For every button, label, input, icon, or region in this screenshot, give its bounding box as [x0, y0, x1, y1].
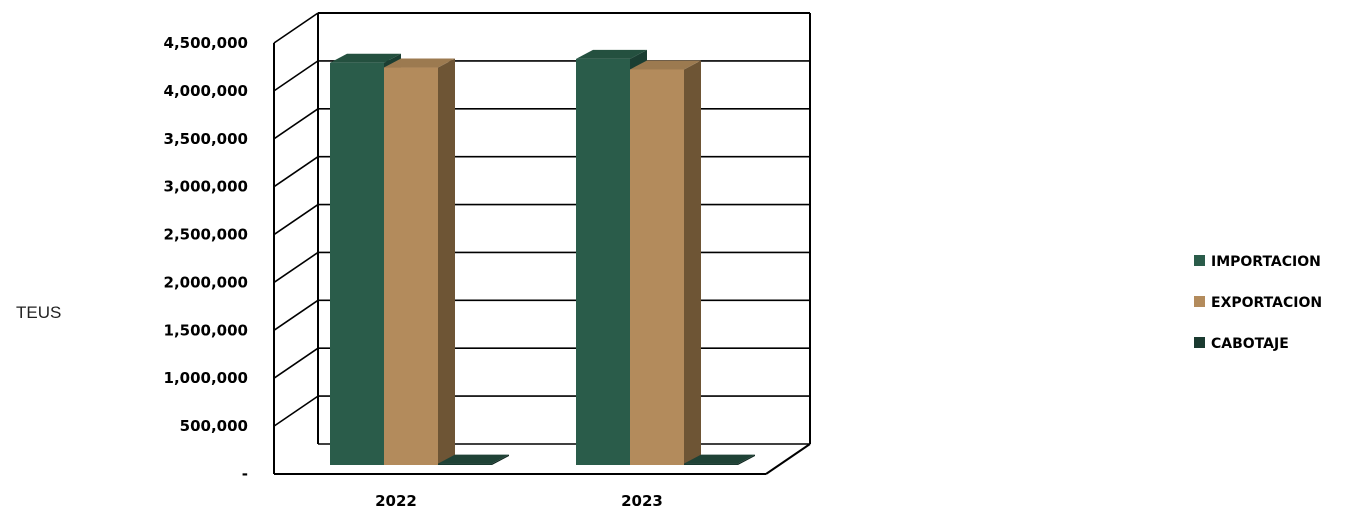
gridline-side — [273, 12, 319, 44]
y-tick-label: 4,500,000 — [164, 34, 248, 52]
legend-label: CABOTAJE — [1211, 336, 1289, 352]
bar-top — [330, 53, 401, 63]
bar-front — [330, 62, 384, 465]
y-axis-ticks: - 500,000 1,000,000 1,500,000 2,000,000 2,500… — [164, 34, 248, 483]
legend: IMPORTACION EXPORTACION CABOTAJE — [1194, 254, 1322, 352]
bar-top — [630, 60, 701, 70]
bar-cabotaje-2023 — [684, 454, 755, 465]
x-category-label: 2023 — [621, 492, 663, 510]
y-tick-label: 3,500,000 — [164, 130, 248, 148]
legend-swatch — [1194, 337, 1205, 348]
y-tick-label: - — [242, 465, 248, 483]
bar-exportacion-2022 — [384, 58, 455, 466]
y-tick-label: 2,000,000 — [164, 273, 248, 291]
legend-label: IMPORTACION — [1211, 254, 1321, 270]
floor-right-edge — [765, 443, 811, 475]
bar-front — [630, 69, 684, 465]
bar-exportacion-2023 — [630, 60, 701, 466]
gridline-side — [273, 395, 319, 427]
bar-top — [576, 49, 647, 59]
x-axis-categories: 2022 2023 — [375, 492, 663, 510]
bar-side — [684, 60, 701, 466]
bar-top — [384, 58, 455, 68]
y-axis-title: TEUS — [16, 303, 61, 322]
y-tick-label: 3,000,000 — [164, 178, 248, 196]
legend-item: EXPORTACION — [1194, 295, 1322, 311]
bar-side — [438, 58, 455, 466]
bar-front — [438, 463, 492, 465]
legend-swatch — [1194, 255, 1205, 266]
bar-side — [738, 454, 755, 465]
legend-item: IMPORTACION — [1194, 254, 1321, 270]
gridline-side — [273, 251, 319, 284]
bar-side — [492, 454, 509, 465]
y-tick-label: 500,000 — [180, 417, 248, 435]
bars — [330, 49, 755, 466]
x-category-label: 2022 — [375, 492, 417, 510]
bar-top — [438, 454, 509, 464]
y-tick-label: 1,500,000 — [164, 321, 248, 339]
bar-front — [576, 58, 630, 465]
gridline-side — [273, 203, 319, 236]
legend-label: EXPORTACION — [1211, 295, 1322, 311]
bar-top — [684, 454, 755, 464]
gridline-side — [273, 299, 319, 331]
gridline-side — [273, 60, 319, 92]
gridline-side — [273, 347, 319, 379]
y-tick-label: 4,000,000 — [164, 82, 248, 100]
legend-item: CABOTAJE — [1194, 336, 1289, 352]
gridline-side — [273, 108, 319, 140]
bar-cabotaje-2022 — [438, 454, 509, 465]
gridline-side — [273, 156, 319, 188]
bar-front — [684, 463, 738, 465]
bar-front — [384, 67, 438, 466]
y-tick-label: 2,500,000 — [164, 226, 248, 244]
y-tick-label: 1,000,000 — [164, 369, 248, 387]
legend-swatch — [1194, 296, 1205, 307]
